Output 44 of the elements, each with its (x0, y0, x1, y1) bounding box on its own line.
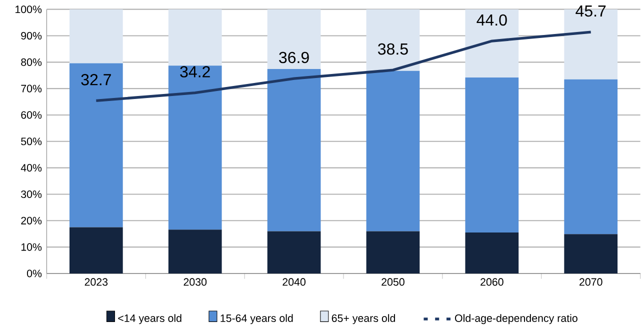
legend-label: Old-age-dependency ratio (455, 314, 578, 324)
bar (366, 71, 420, 232)
x-tick-label: 2040 (282, 278, 306, 286)
x-tick-label: 2030 (184, 278, 207, 286)
y-tick-label: 20% (21, 217, 42, 225)
bar (564, 234, 618, 274)
bar (267, 10, 321, 70)
y-tick-label: 30% (21, 190, 42, 198)
bar (69, 63, 123, 228)
bar (366, 231, 420, 274)
y-tick-label: 50% (21, 138, 42, 146)
bar (69, 10, 123, 64)
y-tick-label: 70% (21, 85, 42, 93)
y-tick-label: 60% (21, 111, 42, 120)
legend-label: 65+ years old (332, 314, 396, 324)
data-label: 36.9 (279, 52, 309, 64)
bar (465, 10, 519, 78)
y-tick-label: 80% (21, 58, 42, 66)
bar (267, 231, 321, 274)
x-tick-label: 2070 (580, 278, 602, 286)
y-tick-label: 90% (21, 32, 42, 40)
data-label: 45.7 (576, 6, 606, 17)
y-tick-label: 100% (16, 6, 42, 14)
legend-label: 15-64 years old (220, 314, 293, 324)
data-label: 32.7 (81, 74, 111, 86)
legend-label: <14 years old (118, 314, 182, 324)
y-tick-label: 0% (26, 270, 42, 278)
x-tick-label: 2060 (480, 278, 504, 286)
data-label: 34.2 (180, 66, 210, 78)
bar (366, 10, 420, 72)
bar (69, 228, 123, 274)
data-label: 38.5 (378, 44, 408, 55)
bar (564, 80, 618, 234)
bar (168, 10, 222, 66)
y-tick-label: 10% (21, 244, 42, 252)
bar (168, 66, 222, 230)
bar (168, 230, 222, 274)
bar (465, 78, 519, 233)
bar (465, 232, 519, 274)
x-tick-label: 2050 (382, 278, 404, 286)
bar (267, 69, 321, 232)
x-tick-label: 2023 (84, 278, 108, 286)
data-label: 44.0 (476, 14, 507, 26)
y-tick-label: 40% (20, 164, 42, 172)
